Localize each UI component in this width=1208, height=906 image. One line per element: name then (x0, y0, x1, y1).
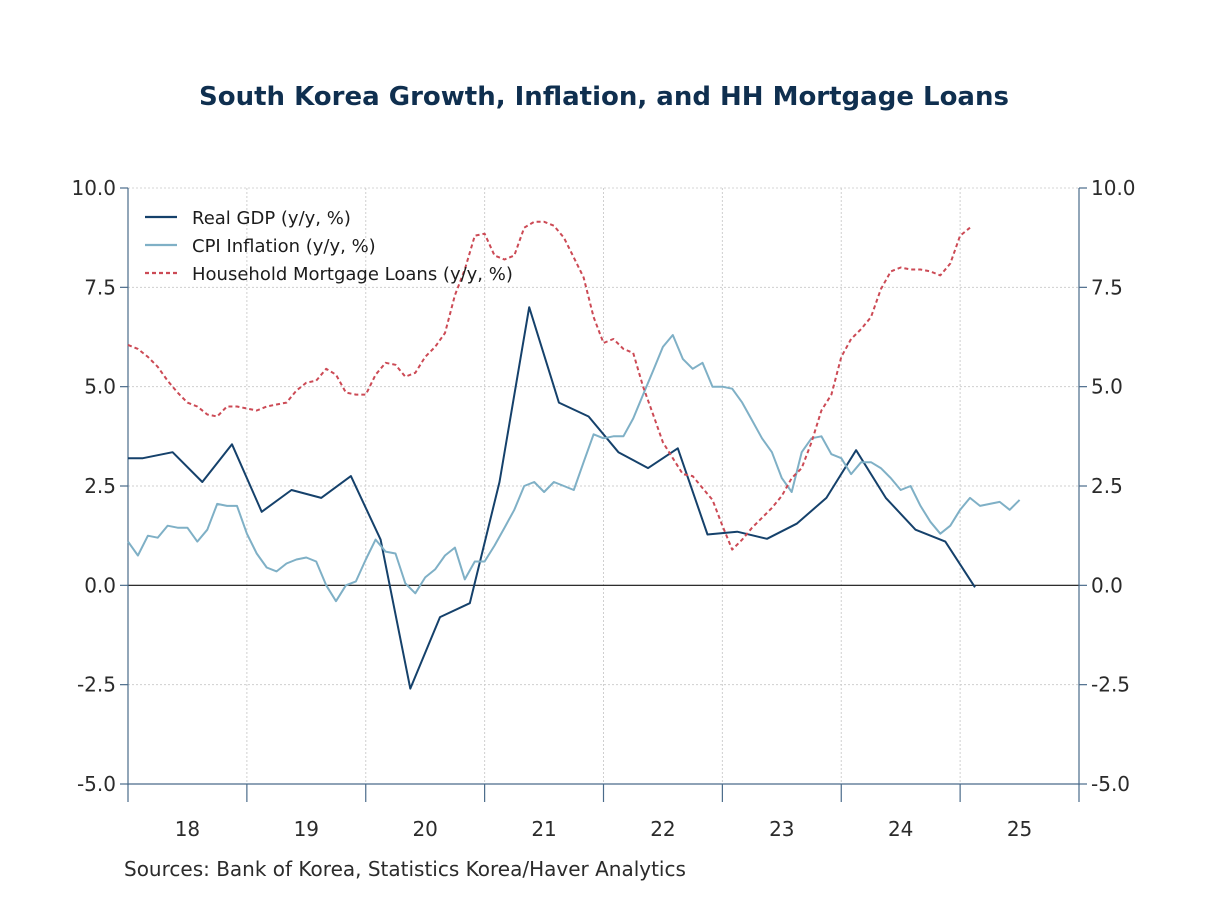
legend-label: CPI Inflation (y/y, %) (192, 236, 376, 257)
legend-label: Household Mortgage Loans (y/y, %) (192, 264, 513, 285)
y-tick-label-left: 7.5 (84, 275, 116, 299)
legend: Real GDP (y/y, %) CPI Inflation (y/y, %) H… (145, 208, 513, 285)
y-tick-label-right: -2.5 (1091, 673, 1130, 697)
y-tick-label-left: 0.0 (84, 573, 116, 597)
series-line-1 (128, 306, 976, 690)
y-tick-label-right: 2.5 (1091, 474, 1123, 498)
source-note: Sources: Bank of Korea, Statistics Korea… (124, 857, 686, 881)
y-tick-label-right: 0.0 (1091, 573, 1123, 597)
x-tick-label: 18 (175, 817, 200, 841)
y-tick-label-right: 5.0 (1091, 375, 1123, 399)
x-tick-label: 19 (294, 817, 319, 841)
y-tick-label-left: 2.5 (84, 474, 116, 498)
x-tick-label: 24 (888, 817, 913, 841)
y-tick-label-left: 10.0 (71, 176, 116, 200)
chart-title: South Korea Growth, Inflation, and HH Mo… (199, 82, 1009, 112)
series-lines (127, 220, 1021, 690)
x-tick-label: 20 (412, 817, 437, 841)
y-tick-label-left: -5.0 (77, 772, 116, 796)
y-tick-label-right: 7.5 (1091, 275, 1123, 299)
series-line-2 (127, 334, 1021, 603)
legend-label: Real GDP (y/y, %) (192, 208, 351, 229)
y-tick-label-right: 10.0 (1091, 176, 1136, 200)
x-tick-label: 22 (650, 817, 675, 841)
y-tick-label-right: -5.0 (1091, 772, 1130, 796)
x-tick-label: 23 (769, 817, 794, 841)
x-tick-label: 25 (1007, 817, 1032, 841)
axes: 10.0 10.0 7.5 7.5 5.0 5.0 2.5 2.5 0.0 0.0 -2.5 -2.5… (71, 176, 1135, 841)
grid (128, 187, 1079, 784)
x-tick-label: 21 (531, 817, 556, 841)
y-tick-label-left: 5.0 (84, 375, 116, 399)
y-tick-label-left: -2.5 (77, 673, 116, 697)
